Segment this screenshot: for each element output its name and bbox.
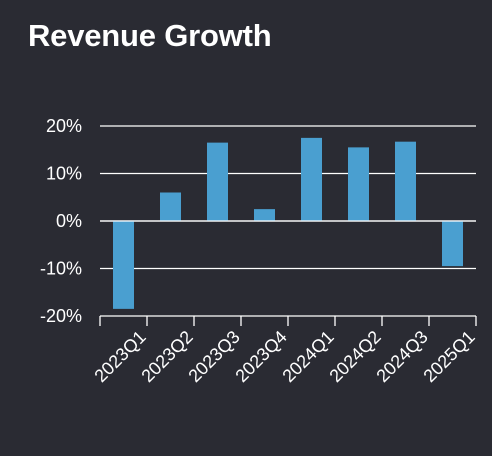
bar-2023Q1	[113, 221, 134, 309]
x-tick-label: 2023Q4	[231, 327, 290, 386]
bar-2024Q2	[348, 147, 369, 221]
bar-2023Q2	[160, 192, 181, 221]
y-tick-label: -10%	[40, 259, 82, 279]
chart-title: Revenue Growth	[28, 18, 272, 53]
x-tick-label: 2025Q1	[419, 327, 478, 386]
x-tick-label: 2023Q3	[184, 327, 243, 386]
x-tick-label: 2024Q3	[372, 327, 431, 386]
y-tick-label: 10%	[46, 164, 82, 184]
bar-2024Q3	[395, 141, 416, 221]
x-tick-label: 2024Q1	[278, 327, 337, 386]
y-tick-label: -20%	[40, 306, 82, 326]
x-tick-label: 2023Q2	[137, 327, 196, 386]
x-tick-label: 2023Q1	[90, 327, 149, 386]
bar-2023Q3	[207, 142, 228, 221]
bar-2024Q1	[301, 137, 322, 221]
bar-2023Q4	[254, 209, 275, 221]
y-tick-label: 0%	[56, 211, 82, 231]
x-tick-label: 2024Q2	[325, 327, 384, 386]
bar-2025Q1	[442, 221, 463, 267]
y-tick-label: 20%	[46, 116, 82, 136]
